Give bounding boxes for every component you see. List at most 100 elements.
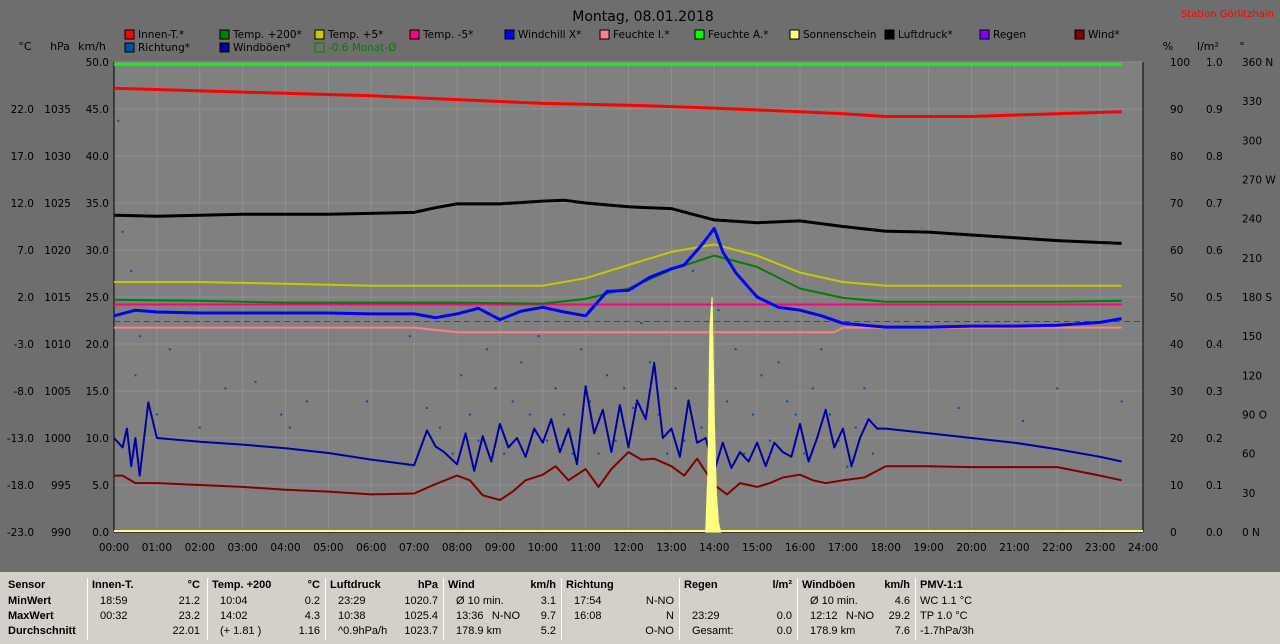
legend-label: Feuchte I.* — [613, 29, 670, 41]
y-tick-hpa: 1025 — [44, 198, 71, 210]
series-line — [113, 226, 1122, 329]
y-tick-percent: 100 — [1170, 57, 1190, 69]
series-line — [113, 198, 1122, 245]
y-tick-hpa: 1005 — [44, 386, 71, 398]
legend-swatch — [124, 29, 135, 40]
stats-cell-time: 17:54 — [574, 595, 602, 607]
y-tick-kmh: 40.0 — [86, 151, 109, 163]
direction-point — [811, 387, 814, 390]
stats-row-label: Durchschnitt — [8, 625, 76, 637]
stats-cell-value: 4.3 — [304, 610, 320, 622]
direction-point — [168, 348, 171, 351]
direction-point — [614, 439, 617, 442]
stats-cell-time: 18:59 — [100, 595, 128, 607]
direction-point — [138, 335, 141, 338]
y-tick-kmh: 35.0 — [86, 198, 109, 210]
x-tick-label: 18:00 — [871, 542, 901, 554]
direction-point — [117, 119, 120, 122]
y-tick-rain: 0.4 — [1206, 339, 1223, 351]
stats-cell-time: Ø 10 min. — [456, 595, 504, 607]
direction-point — [871, 452, 874, 455]
direction-point — [305, 400, 308, 403]
stats-header: Sensor — [8, 579, 46, 591]
stats-cell-value: O-NO — [645, 625, 674, 637]
direction-point — [726, 400, 729, 403]
stats-cell-time: Gesamt: — [692, 625, 734, 637]
direction-point — [477, 439, 480, 442]
weather-chart: Montag, 08.01.2018 Station Görlitzhain °… — [6, 9, 1277, 554]
legend-label: Temp. +5* — [327, 29, 383, 41]
direction-point — [691, 269, 694, 272]
y-tick-celsius: 17.0 — [11, 151, 34, 163]
y-tick-direction: 30 — [1242, 488, 1255, 500]
direction-point — [743, 452, 746, 455]
direction-point — [606, 374, 609, 377]
y-tick-direction: 150 — [1242, 331, 1262, 343]
y-tick-hpa: 1035 — [44, 104, 71, 116]
direction-point — [854, 426, 857, 429]
direction-point — [829, 413, 832, 416]
legend-swatch — [124, 42, 135, 53]
series-sunshine — [705, 296, 722, 533]
y-tick-celsius: 12.0 — [11, 198, 34, 210]
direction-point — [1056, 387, 1059, 390]
stats-separator — [443, 578, 444, 640]
y-tick-percent: 10 — [1170, 480, 1183, 492]
stats-cell-time: 10:04 — [220, 595, 248, 607]
y-tick-direction: 360 N — [1242, 57, 1273, 69]
y-tick-hpa: 995 — [51, 480, 71, 492]
direction-point — [571, 452, 574, 455]
x-tick-label: 06:00 — [356, 542, 386, 554]
stats-cell-value: 7.6 — [894, 625, 910, 637]
y-tick-kmh: 45.0 — [86, 104, 109, 116]
direction-point — [365, 400, 368, 403]
legend-swatch — [219, 42, 230, 53]
unit-kmh: km/h — [78, 40, 106, 53]
unit-rain: l/m² — [1197, 40, 1219, 53]
y-tick-rain: 0.2 — [1206, 433, 1223, 445]
legend-label: Wind* — [1088, 29, 1120, 41]
stats-cell-value: 1023.7 — [404, 625, 438, 637]
direction-point — [425, 406, 428, 409]
x-tick-label: 15:00 — [742, 542, 772, 554]
direction-point — [520, 361, 523, 364]
legend-swatch — [694, 29, 705, 40]
legend-swatch — [504, 29, 515, 40]
chart-title: Montag, 08.01.2018 — [572, 9, 714, 25]
direction-point — [631, 406, 634, 409]
direction-point — [717, 309, 720, 312]
direction-point — [280, 413, 283, 416]
stats-cell-value: 0.0 — [776, 610, 792, 622]
stats-separator — [915, 578, 916, 640]
stats-cell-time: 14:02 — [220, 610, 248, 622]
y-tick-kmh: 30.0 — [86, 245, 109, 257]
legend-swatch — [314, 29, 325, 40]
stats-separator — [87, 578, 88, 640]
stats-cell-value: 29.2 — [888, 610, 910, 622]
y-tick-rain: 0.7 — [1206, 198, 1223, 210]
unit-degree: ° — [1239, 40, 1245, 53]
direction-point — [528, 413, 531, 416]
stats-header: Richtung — [566, 579, 614, 591]
stats-separator — [561, 578, 562, 640]
y-tick-rain: 0.0 — [1206, 527, 1223, 539]
x-tick-label: 07:00 — [399, 542, 429, 554]
stats-cell-value: 1020.7 — [404, 595, 438, 607]
stats-row-label: MinWert — [8, 595, 52, 607]
y-tick-direction: 210 — [1242, 253, 1262, 265]
y-tick-kmh: 10.0 — [86, 433, 109, 445]
stats-cell-value: 1.16 — [298, 625, 320, 637]
stats-row-label: MaxWert — [8, 610, 54, 622]
legend-label: Feuchte A.* — [708, 29, 769, 41]
direction-point — [837, 439, 840, 442]
stats-cell-time: 13:36 — [456, 610, 484, 622]
direction-point — [1120, 400, 1123, 403]
y-tick-celsius: -18.0 — [7, 480, 34, 492]
direction-point — [563, 413, 566, 416]
stats-cell-value: 21.2 — [178, 595, 200, 607]
direction-point — [537, 335, 540, 338]
direction-point — [768, 439, 771, 442]
stats-cell-value: 22.01 — [172, 625, 200, 637]
legend-label: -0.6 Monat-Ø — [328, 42, 397, 54]
x-tick-label: 00:00 — [99, 542, 129, 554]
